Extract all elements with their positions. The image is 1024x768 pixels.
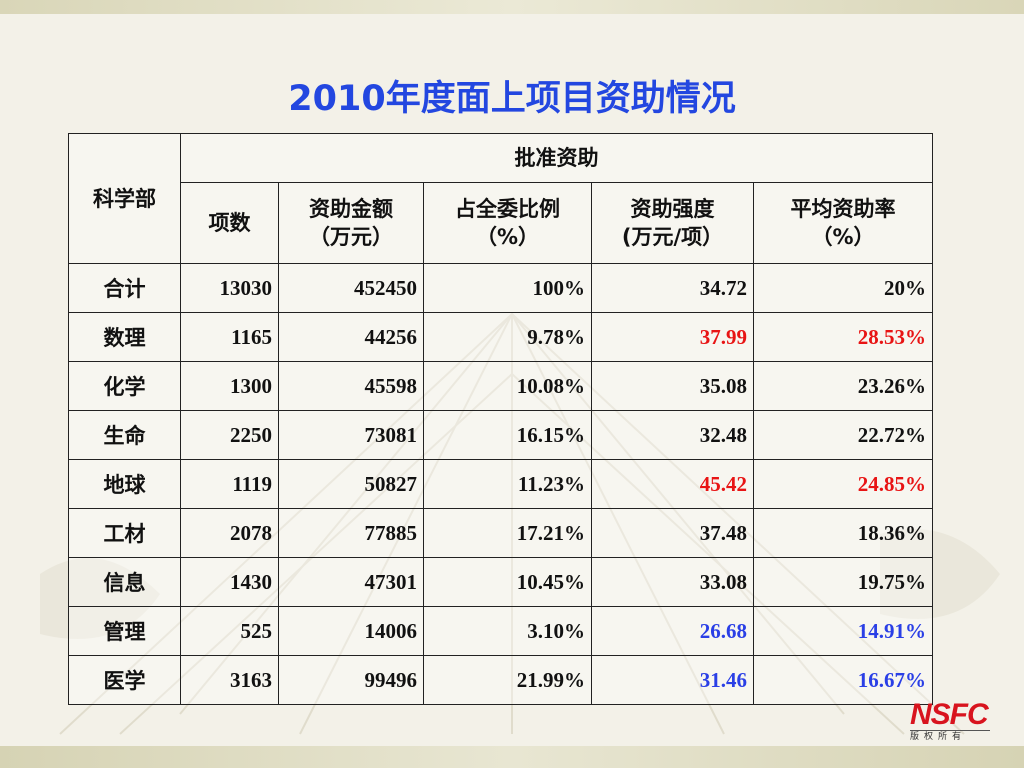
column-header-intensity: 资助强度 (万元/项） xyxy=(591,182,754,264)
corner-header: 科学部 xyxy=(68,133,181,264)
column-header-unit: （%） xyxy=(475,225,540,249)
table-row: 数理 1165 44256 9.78% 37.99 28.53% xyxy=(68,312,934,362)
row-header: 工材 xyxy=(68,508,181,558)
column-header-line: 平均资助率 xyxy=(790,197,896,221)
cell-share: 11.23% xyxy=(423,459,592,509)
cell-amount: 44256 xyxy=(278,312,424,362)
cell-rate: 18.36% xyxy=(752,508,934,558)
logo-subtitle: 版权所有 xyxy=(910,730,990,743)
table-row: 地球 1119 50827 11.23% 45.42 24.85% xyxy=(68,459,934,509)
cell-share: 10.08% xyxy=(423,361,592,411)
cell-intensity: 37.48 xyxy=(591,508,754,558)
table-row: 信息 1430 47301 10.45% 33.08 19.75% xyxy=(68,557,934,607)
cell-intensity: 32.48 xyxy=(591,410,754,460)
cell-share: 9.78% xyxy=(423,312,592,362)
cell-share: 10.45% xyxy=(423,557,592,607)
table-row: 管理 525 14006 3.10% 26.68 14.91% xyxy=(68,606,934,656)
cell-rate: 22.72% xyxy=(752,410,934,460)
cell-intensity: 37.99 xyxy=(591,312,754,362)
column-header-line: 占全委比例 xyxy=(455,197,560,221)
table-row: 医学 3163 99496 21.99% 31.46 16.67% xyxy=(68,655,934,705)
cell-share: 100% xyxy=(423,263,592,313)
logo-text: NSFC xyxy=(910,698,989,731)
cell-intensity: 35.08 xyxy=(591,361,754,411)
column-header-share: 占全委比例 （%） xyxy=(423,182,592,264)
cell-rate: 24.85% xyxy=(752,459,934,509)
cell-amount: 45598 xyxy=(278,361,424,411)
cell-count: 13030 xyxy=(180,263,279,313)
cell-amount: 452450 xyxy=(278,263,424,313)
cell-amount: 47301 xyxy=(278,557,424,607)
cell-intensity: 45.42 xyxy=(591,459,754,509)
cell-count: 2250 xyxy=(180,410,279,460)
cell-amount: 73081 xyxy=(278,410,424,460)
header-row-2: 项数 资助金额 （万元） 占全委比例 （%） 资助强度 (万元/项） 平均资助率… xyxy=(69,182,934,264)
column-header-unit: （万元） xyxy=(309,225,393,249)
cell-rate: 19.75% xyxy=(752,557,934,607)
cell-share: 21.99% xyxy=(423,655,592,705)
cell-amount: 77885 xyxy=(278,508,424,558)
table-row: 化学 1300 45598 10.08% 35.08 23.26% xyxy=(68,361,934,411)
cell-intensity: 31.46 xyxy=(591,655,754,705)
top-band xyxy=(0,0,1024,14)
cell-share: 17.21% xyxy=(423,508,592,558)
cell-amount: 50827 xyxy=(278,459,424,509)
slide-title: 2010年度面上项目资助情况 xyxy=(288,79,736,119)
cell-intensity: 34.72 xyxy=(591,263,754,313)
bottom-band xyxy=(0,746,1024,768)
cell-count: 1165 xyxy=(180,312,279,362)
column-header-unit: (万元/项） xyxy=(621,225,724,249)
cell-rate: 20% xyxy=(752,263,934,313)
row-header: 合计 xyxy=(68,263,181,313)
column-header-line: 资助金额 xyxy=(309,197,393,221)
row-header: 化学 xyxy=(68,361,181,411)
cell-rate: 28.53% xyxy=(752,312,934,362)
cell-rate: 14.91% xyxy=(752,606,934,656)
cell-rate: 16.67% xyxy=(752,655,934,705)
column-header-rate: 平均资助率 （%） xyxy=(752,182,934,264)
cell-count: 3163 xyxy=(180,655,279,705)
cell-count: 1430 xyxy=(180,557,279,607)
table-row: 生命 2250 73081 16.15% 32.48 22.72% xyxy=(68,410,934,460)
row-header: 信息 xyxy=(68,557,181,607)
column-header-line: 资助强度 xyxy=(630,197,715,221)
cell-share: 16.15% xyxy=(423,410,592,460)
column-header-line: 项数 xyxy=(208,211,251,235)
cell-intensity: 33.08 xyxy=(591,557,754,607)
row-header: 医学 xyxy=(68,655,181,705)
table-row: 工材 2078 77885 17.21% 37.48 18.36% xyxy=(68,508,934,558)
header-row-1: 科学部 批准资助 xyxy=(68,133,934,264)
nsfc-logo: NSFC 版权所有 xyxy=(910,700,1002,742)
cell-rate: 23.26% xyxy=(752,361,934,411)
funding-table: 科学部 批准资助 项数 资助金额 （万元） 占全委比例 （%） 资助强度 (万元… xyxy=(68,133,934,705)
row-header: 生命 xyxy=(68,410,181,460)
cell-amount: 99496 xyxy=(278,655,424,705)
cell-count: 2078 xyxy=(180,508,279,558)
cell-amount: 14006 xyxy=(278,606,424,656)
table-row-total: 合计 13030 452450 100% 34.72 20% xyxy=(68,263,934,313)
row-header: 管理 xyxy=(68,606,181,656)
cell-count: 1300 xyxy=(180,361,279,411)
column-header-amount: 资助金额 （万元） xyxy=(278,182,424,264)
row-header: 地球 xyxy=(68,459,181,509)
row-header: 数理 xyxy=(68,312,181,362)
cell-count: 525 xyxy=(180,606,279,656)
cell-share: 3.10% xyxy=(423,606,592,656)
column-header-count: 项数 xyxy=(180,182,279,264)
group-header: 批准资助 xyxy=(179,133,934,183)
cell-count: 1119 xyxy=(180,459,279,509)
cell-intensity: 26.68 xyxy=(591,606,754,656)
column-header-unit: （%） xyxy=(811,225,875,249)
